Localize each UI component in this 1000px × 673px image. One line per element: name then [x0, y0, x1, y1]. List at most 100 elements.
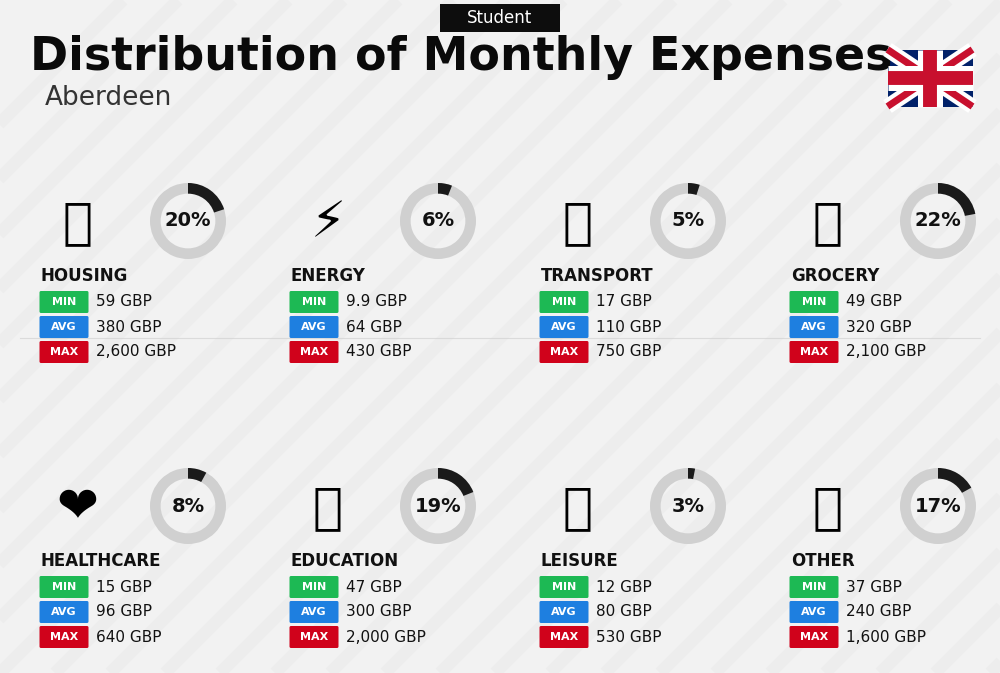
Text: 💰: 💰 [813, 484, 843, 532]
Wedge shape [900, 183, 976, 259]
Text: GROCERY: GROCERY [791, 267, 879, 285]
Text: 🏢: 🏢 [63, 199, 93, 247]
Text: MIN: MIN [552, 582, 576, 592]
FancyBboxPatch shape [40, 291, 88, 313]
Wedge shape [438, 468, 473, 496]
FancyBboxPatch shape [40, 626, 88, 648]
Text: 59 GBP: 59 GBP [96, 295, 152, 310]
Text: 1,600 GBP: 1,600 GBP [846, 629, 926, 645]
Text: 96 GBP: 96 GBP [96, 604, 152, 620]
Wedge shape [150, 468, 226, 544]
Text: HEALTHCARE: HEALTHCARE [41, 552, 162, 570]
Text: 15 GBP: 15 GBP [96, 579, 152, 594]
Text: MAX: MAX [50, 347, 78, 357]
Text: ⚡: ⚡ [310, 199, 346, 247]
Text: EDUCATION: EDUCATION [291, 552, 399, 570]
FancyBboxPatch shape [40, 316, 88, 338]
Text: 380 GBP: 380 GBP [96, 320, 162, 334]
FancyBboxPatch shape [290, 291, 338, 313]
FancyBboxPatch shape [290, 626, 338, 648]
Wedge shape [188, 183, 224, 213]
Bar [888, 50, 972, 106]
Wedge shape [438, 183, 452, 196]
FancyBboxPatch shape [540, 341, 588, 363]
Text: 430 GBP: 430 GBP [346, 345, 412, 359]
Text: 750 GBP: 750 GBP [596, 345, 661, 359]
Text: 640 GBP: 640 GBP [96, 629, 162, 645]
Text: 17 GBP: 17 GBP [596, 295, 652, 310]
Text: MAX: MAX [300, 632, 328, 642]
Text: 530 GBP: 530 GBP [596, 629, 662, 645]
FancyBboxPatch shape [40, 576, 88, 598]
Text: 6%: 6% [421, 211, 455, 230]
FancyBboxPatch shape [790, 316, 838, 338]
Wedge shape [938, 468, 971, 493]
Wedge shape [650, 468, 726, 544]
Text: OTHER: OTHER [791, 552, 855, 570]
Text: 17%: 17% [915, 497, 961, 516]
FancyBboxPatch shape [290, 601, 338, 623]
Text: 22%: 22% [915, 211, 961, 230]
Text: 300 GBP: 300 GBP [346, 604, 412, 620]
Text: AVG: AVG [801, 322, 827, 332]
Text: 12 GBP: 12 GBP [596, 579, 652, 594]
Text: MIN: MIN [52, 297, 76, 307]
FancyBboxPatch shape [290, 576, 338, 598]
Text: 64 GBP: 64 GBP [346, 320, 402, 334]
Text: TRANSPORT: TRANSPORT [541, 267, 654, 285]
Text: MAX: MAX [800, 347, 828, 357]
FancyBboxPatch shape [290, 341, 338, 363]
Text: 80 GBP: 80 GBP [596, 604, 652, 620]
Text: 37 GBP: 37 GBP [846, 579, 902, 594]
Text: AVG: AVG [51, 607, 77, 617]
Text: 240 GBP: 240 GBP [846, 604, 911, 620]
Text: HOUSING: HOUSING [41, 267, 128, 285]
Text: AVG: AVG [301, 322, 327, 332]
Text: AVG: AVG [301, 607, 327, 617]
Text: 2,600 GBP: 2,600 GBP [96, 345, 176, 359]
Text: MIN: MIN [52, 582, 76, 592]
Text: MIN: MIN [802, 582, 826, 592]
Text: 2,100 GBP: 2,100 GBP [846, 345, 926, 359]
Wedge shape [188, 468, 206, 482]
Text: 110 GBP: 110 GBP [596, 320, 661, 334]
FancyBboxPatch shape [540, 601, 588, 623]
FancyBboxPatch shape [40, 341, 88, 363]
FancyBboxPatch shape [790, 291, 838, 313]
Text: 3%: 3% [672, 497, 704, 516]
Text: 5%: 5% [671, 211, 705, 230]
Text: 🎓: 🎓 [313, 484, 343, 532]
Wedge shape [938, 183, 975, 216]
Text: 8%: 8% [171, 497, 205, 516]
Text: 🛍️: 🛍️ [563, 484, 593, 532]
Wedge shape [400, 468, 476, 544]
FancyBboxPatch shape [790, 576, 838, 598]
FancyBboxPatch shape [540, 576, 588, 598]
Text: ❤️: ❤️ [57, 484, 99, 532]
Text: 19%: 19% [415, 497, 461, 516]
FancyBboxPatch shape [40, 601, 88, 623]
Wedge shape [900, 468, 976, 544]
Text: 🚌: 🚌 [563, 199, 593, 247]
Text: Aberdeen: Aberdeen [45, 85, 172, 111]
Wedge shape [150, 183, 226, 259]
Text: MAX: MAX [800, 632, 828, 642]
FancyBboxPatch shape [540, 291, 588, 313]
Wedge shape [688, 468, 695, 479]
Text: MAX: MAX [50, 632, 78, 642]
Text: AVG: AVG [551, 322, 577, 332]
Text: Distribution of Monthly Expenses: Distribution of Monthly Expenses [30, 36, 892, 81]
Text: MAX: MAX [300, 347, 328, 357]
FancyBboxPatch shape [440, 4, 560, 32]
Text: Student: Student [467, 9, 533, 27]
Text: MIN: MIN [552, 297, 576, 307]
Wedge shape [650, 183, 726, 259]
FancyBboxPatch shape [790, 341, 838, 363]
Text: 47 GBP: 47 GBP [346, 579, 402, 594]
Wedge shape [400, 183, 476, 259]
Text: 🛒: 🛒 [813, 199, 843, 247]
Text: 49 GBP: 49 GBP [846, 295, 902, 310]
Text: 9.9 GBP: 9.9 GBP [346, 295, 407, 310]
Text: MIN: MIN [302, 297, 326, 307]
Text: 320 GBP: 320 GBP [846, 320, 912, 334]
